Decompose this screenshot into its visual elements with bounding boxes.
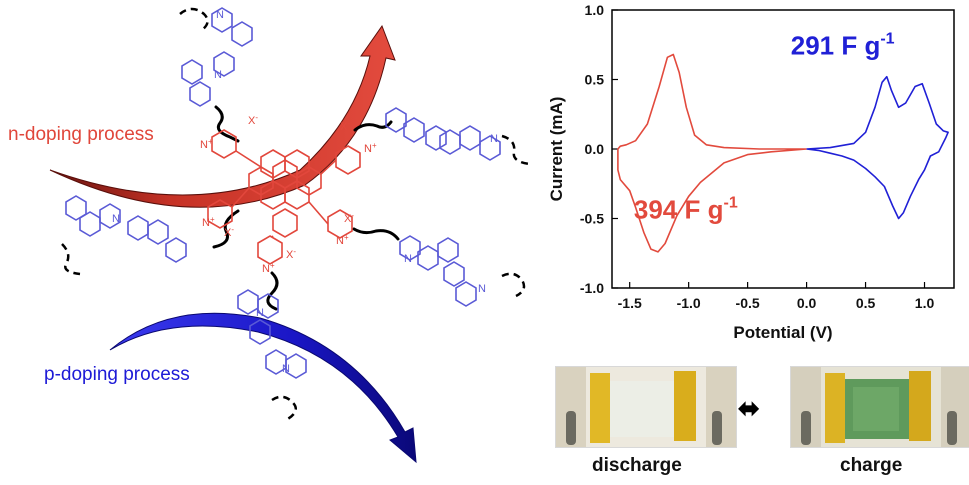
y-tick-label: 1.0	[585, 2, 605, 18]
y-tick-label: 0.5	[585, 72, 605, 88]
linker-chains	[212, 105, 400, 311]
carbazole-units	[65, 7, 501, 379]
x-tick-label: -1.5	[618, 295, 642, 311]
chain-ends	[61, 7, 531, 422]
nitrogen-label: N+	[364, 141, 377, 155]
carbazole-nitrogen-label: N	[256, 307, 264, 319]
counter-ion-label: X-	[344, 211, 354, 225]
nitrogen-label: N+	[262, 261, 275, 275]
capacitance-label: 394 F g-1	[634, 195, 738, 225]
blue-cv-curve	[806, 75, 949, 220]
x-tick-label: -1.0	[677, 295, 701, 311]
carbazole-nitrogen-label: N	[282, 363, 290, 375]
x-tick-label: 1.0	[915, 295, 935, 311]
counter-ion-label: X-	[224, 225, 234, 239]
n-doping-label: n-doping process	[8, 124, 154, 145]
carbazole-nitrogen-label: N	[490, 133, 498, 145]
discharge-photo	[555, 366, 737, 448]
nitrogen-label: N+	[336, 233, 349, 247]
y-tick-label: -1.0	[580, 280, 604, 296]
carbazole-nitrogen-label: N	[478, 283, 486, 295]
red-cv-curve	[617, 53, 807, 253]
x-tick-label: -0.5	[736, 295, 760, 311]
carbazole-nitrogen-label: N	[216, 9, 224, 21]
x-tick-label: 0.0	[797, 295, 817, 311]
nitrogen-label: N+	[200, 137, 213, 151]
carbazole-nitrogen-label: N	[112, 213, 120, 225]
carbazole-nitrogen-label: N	[404, 253, 412, 265]
carbazole-nitrogen-label: N	[214, 69, 222, 81]
charge-caption: charge	[840, 455, 903, 476]
y-axis-label: Current (mA)	[547, 97, 566, 202]
p-doping-label: p-doping process	[44, 364, 190, 385]
y-tick-label: -0.5	[580, 211, 604, 227]
counter-ion-label: X-	[340, 119, 350, 133]
x-axis-label: Potential (V)	[733, 323, 832, 342]
molecule-diagram: X- N+ X- N+ N+ X- X- N+ N+ X- N N N N N …	[49, 7, 531, 464]
central-core	[207, 129, 361, 265]
counter-ion-label: X-	[248, 113, 258, 127]
atom-labels: X- N+ X- N+ N+ X- X- N+ N+ X- N N N N N …	[112, 9, 498, 375]
double-arrow-icon: ⬌	[738, 393, 760, 423]
discharge-caption: discharge	[592, 455, 682, 476]
nitrogen-label: N+	[202, 215, 215, 229]
p-doping-arrow	[109, 312, 417, 464]
counter-ion-label: X-	[286, 247, 296, 261]
capacitance-label: 291 F g-1	[791, 30, 895, 60]
charge-photo	[790, 366, 969, 448]
cv-chart: -1.5 -1.0 -0.5 0.0 0.5 1.0 -1.0 -0.5 0.0 0.5 1.0 Po…	[547, 2, 955, 342]
y-tick-label: 0.0	[585, 141, 605, 157]
x-tick-label: 0.5	[856, 295, 876, 311]
